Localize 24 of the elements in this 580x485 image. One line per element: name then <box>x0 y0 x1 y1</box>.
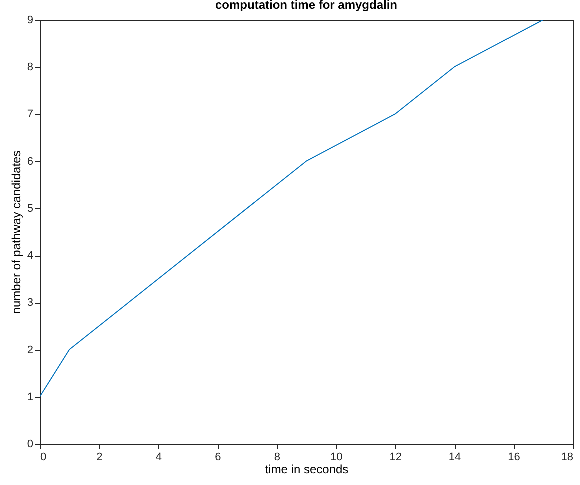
y-tick-label: 8 <box>27 62 34 74</box>
x-tick-label: 18 <box>561 452 574 464</box>
line-series <box>40 20 544 444</box>
x-tick-label: 12 <box>390 452 402 464</box>
x-tick-label: 2 <box>96 452 103 464</box>
y-tick-label: 2 <box>27 344 34 356</box>
y-tick-label: 9 <box>27 14 34 26</box>
x-tick-label: 0 <box>40 452 47 464</box>
x-axis-title: time in seconds <box>265 462 349 476</box>
y-tick-label: 4 <box>27 250 34 262</box>
chart-title: computation time for amygdalin <box>215 0 398 12</box>
y-tick-label: 6 <box>27 156 34 168</box>
y-tick-label: 0 <box>27 438 34 450</box>
y-tick-label: 3 <box>27 297 34 310</box>
y-tick-label: 5 <box>27 202 34 215</box>
y-tick-label: 1 <box>27 391 34 404</box>
x-tick-label: 4 <box>156 452 162 464</box>
x-tick-label: 10 <box>330 452 343 464</box>
y-tick-label: 7 <box>27 108 34 121</box>
x-tick-label: 6 <box>215 452 222 464</box>
x-tick-label: 8 <box>274 452 280 464</box>
y-axis-title: number of pathway candidates <box>9 150 24 314</box>
x-tick-label: 16 <box>508 452 520 464</box>
x-tick-label: 14 <box>448 452 462 464</box>
